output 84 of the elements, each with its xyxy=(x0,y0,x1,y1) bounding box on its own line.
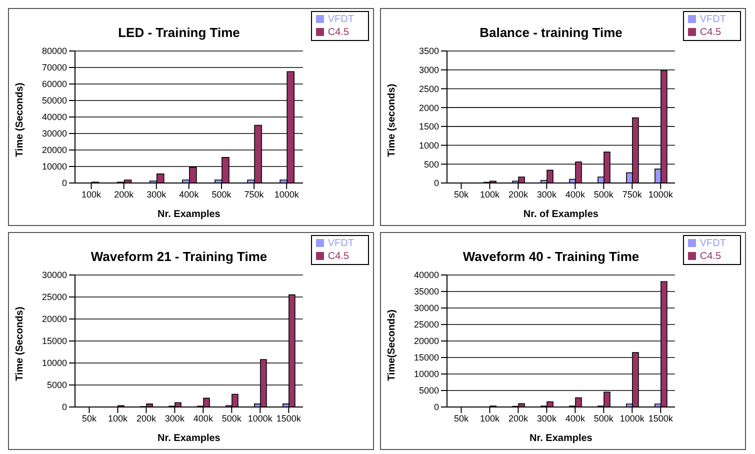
x-tick-label: 500k xyxy=(212,189,232,200)
y-tick-label: 500 xyxy=(424,159,439,170)
y-tick-label: 0 xyxy=(434,402,439,412)
x-tick-label: 400k xyxy=(179,189,200,200)
legend-label: VFDT xyxy=(328,238,354,249)
x-tick-label: 300k xyxy=(536,189,557,200)
x-tick-label: 500k xyxy=(222,413,242,424)
y-tick-label: 80000 xyxy=(42,46,67,56)
x-tick-label: 400k xyxy=(565,413,586,424)
chart-title: Waveform 21 - Training Time xyxy=(90,249,268,264)
x-axis-title: Nr. Examples xyxy=(158,209,221,220)
x-tick-label: 500k xyxy=(594,413,614,424)
x-tick-label: 50k xyxy=(82,413,97,424)
legend-label: VFDT xyxy=(700,238,726,249)
y-tick-label: 5000 xyxy=(418,386,439,396)
legend-label: C4.5 xyxy=(700,251,722,262)
y-tick-label: 20000 xyxy=(42,314,67,324)
y-tick-label: 25000 xyxy=(42,292,67,302)
chart-title: Waveform 40 - Training Time xyxy=(462,249,640,264)
y-tick-label: 20000 xyxy=(414,336,439,346)
x-tick-label: 1500k xyxy=(276,413,302,424)
legend-label: VFDT xyxy=(700,14,726,25)
x-axis-title: Nr. Examples xyxy=(158,433,221,444)
y-tick-label: 3000 xyxy=(418,65,439,76)
x-tick-label: 400k xyxy=(193,413,214,424)
y-tick-label: 30000 xyxy=(42,270,67,280)
x-tick-label: 100k xyxy=(108,413,128,424)
x-tick-label: 50k xyxy=(454,189,469,200)
x-tick-label: 200k xyxy=(508,189,528,200)
y-tick-label: 70000 xyxy=(42,62,67,73)
x-tick-label: 200k xyxy=(508,413,528,424)
x-tick-label: 100k xyxy=(82,189,102,200)
y-tick-label: 15000 xyxy=(42,336,67,346)
y-tick-label: 10000 xyxy=(414,369,439,380)
x-tick-label: 200k xyxy=(114,189,134,200)
x-tick-label: 300k xyxy=(146,189,167,200)
x-tick-label: 1000k xyxy=(620,413,645,424)
y-tick-label: 1500 xyxy=(418,122,439,132)
x-tick-label: 100k xyxy=(480,413,500,424)
y-axis-title: Time(Seconds) xyxy=(386,310,398,381)
x-tick-label: 400k xyxy=(565,189,586,200)
y-tick-label: 15000 xyxy=(414,352,439,363)
x-tick-label: 300k xyxy=(536,413,557,424)
y-tick-label: 1000 xyxy=(418,140,439,150)
x-axis-title: Nr. Examples xyxy=(530,433,593,444)
y-axis-title: Time (Seconds) xyxy=(14,82,26,157)
y-tick-label: 50000 xyxy=(42,96,67,106)
legend-label: VFDT xyxy=(328,14,354,25)
y-tick-label: 10000 xyxy=(42,162,67,172)
x-tick-label: 50k xyxy=(454,413,469,424)
y-tick-label: 10000 xyxy=(42,358,67,368)
x-tick-label: 200k xyxy=(136,413,156,424)
chart-title: Balance - training Time xyxy=(478,25,624,40)
x-tick-label: 500k xyxy=(594,189,614,200)
x-tick-label: 100k xyxy=(480,189,500,200)
y-tick-label: 3500 xyxy=(418,46,439,56)
y-tick-label: 30000 xyxy=(414,303,439,314)
y-tick-label: 2000 xyxy=(418,102,439,113)
y-tick-label: 40000 xyxy=(414,270,439,280)
x-tick-label: 1500k xyxy=(648,413,674,424)
y-tick-label: 2500 xyxy=(418,84,439,94)
x-tick-label: 750k xyxy=(622,189,642,200)
x-tick-label: 300k xyxy=(164,413,185,424)
legend-label: C4.5 xyxy=(328,27,350,38)
y-tick-label: 0 xyxy=(62,178,67,188)
y-tick-label: 40000 xyxy=(42,112,67,122)
y-tick-label: 30000 xyxy=(42,128,67,139)
x-axis-title: Nr. of Examples xyxy=(523,209,599,220)
chart-title: LED - Training Time xyxy=(117,25,241,40)
x-tick-label: 1000k xyxy=(274,189,300,200)
legend-label: C4.5 xyxy=(700,27,722,38)
y-tick-label: 20000 xyxy=(42,145,67,156)
y-tick-label: 5000 xyxy=(46,380,67,390)
y-tick-label: 0 xyxy=(434,178,439,188)
x-tick-label: 750k xyxy=(244,189,264,200)
y-axis-title: Time (Seconds) xyxy=(14,306,26,381)
legend-label: C4.5 xyxy=(328,251,350,262)
y-tick-label: 25000 xyxy=(414,320,439,330)
x-tick-label: 1000k xyxy=(648,189,674,200)
y-tick-label: 35000 xyxy=(414,286,439,297)
y-tick-label: 0 xyxy=(62,402,67,412)
y-axis-title: Time (seconds) xyxy=(386,84,398,157)
x-tick-label: 1000k xyxy=(248,413,273,424)
y-tick-label: 60000 xyxy=(42,79,67,90)
